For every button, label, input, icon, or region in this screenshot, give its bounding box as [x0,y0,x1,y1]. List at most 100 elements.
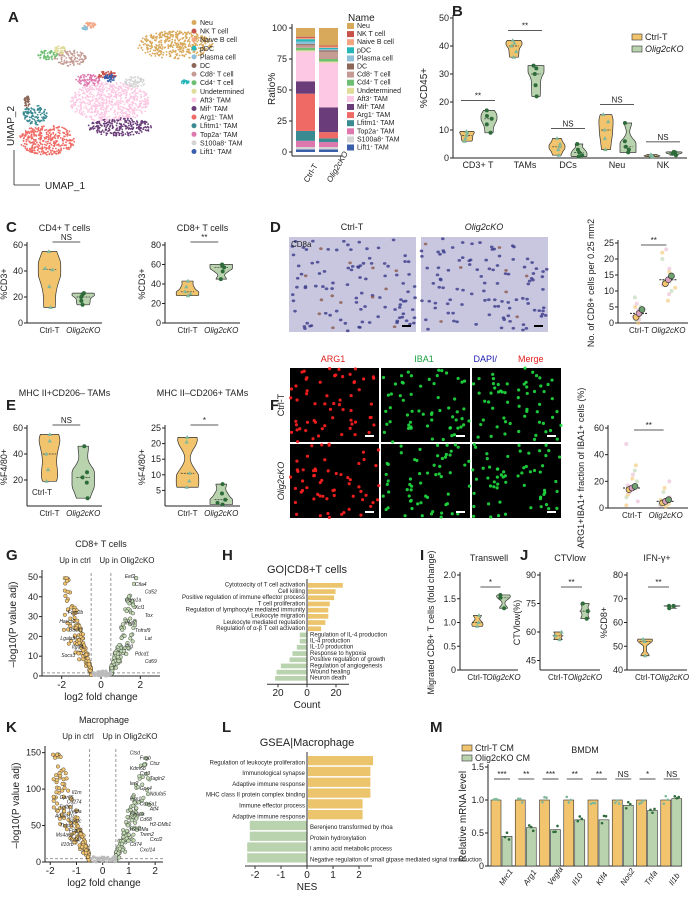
umap-point [128,93,131,96]
cell [485,452,489,456]
cell [452,433,457,437]
gene-point [119,841,124,846]
cell [317,272,322,275]
umap-point [204,42,207,45]
umap-point [127,128,130,130]
if-image [290,368,379,442]
umap-point [111,126,114,129]
cell [407,272,411,276]
umap-point [86,98,89,101]
umap-point [75,60,77,63]
cell [369,261,374,265]
y-tick-label: 15 [604,270,614,280]
umap-point [27,99,30,102]
data-point [188,291,193,296]
legend-rest: TAM [226,140,242,147]
umap-point [112,91,115,94]
umap-point [29,150,32,153]
legend-label: Ctrl-T CM [475,743,514,753]
significance-label: ** [522,21,528,30]
umap-point [178,45,181,48]
nonsig-point [92,860,96,864]
legend-label: Cd4+ T cell [200,79,234,88]
data-point [653,807,656,811]
cell [541,287,545,291]
umap-point [45,153,48,156]
umap-point [132,115,135,118]
umap-point [57,135,60,138]
cell [448,471,452,475]
umap-point [60,57,63,60]
x-tick-label: TAMs [514,160,537,170]
umap-point [24,110,27,113]
umap-point [124,86,127,89]
umap-point [90,115,93,117]
umap-point [110,77,113,80]
cell [478,241,482,244]
umap-point [43,119,45,122]
umap-point [172,44,175,46]
cell [492,480,496,484]
data-point [219,491,224,496]
umap-point [48,147,50,150]
data-point [187,470,192,475]
gene-label: Cd52 [145,590,157,596]
umap-point [106,121,109,124]
umap-point [22,113,25,116]
cell [537,309,542,313]
gene-label: Ier2 [130,781,139,787]
umap-point [136,87,139,89]
cell [353,367,357,371]
umap-point [47,58,50,61]
umap-point [21,134,24,137]
stain-label: CD8a [291,240,312,249]
chart-title: GSEA|Macrophage [260,737,355,749]
bar-segment [319,51,338,59]
umap-point [111,100,114,103]
umap-point [102,70,105,73]
gene-label: Tnfrsf9 [135,628,151,634]
umap-point [134,106,136,109]
umap-point [129,85,132,87]
umap-point [34,116,37,119]
umap-point [51,149,54,152]
umap-point [177,48,180,51]
umap-point [57,126,60,129]
umap-point [116,122,118,125]
legend-label: Mif+ TAM [200,105,228,114]
umap-point [50,133,53,135]
cell [463,463,467,467]
umap-point [24,100,27,102]
umap-point [39,106,42,109]
gene-label: Havcr2 [59,619,75,625]
cell [346,243,350,247]
cell [508,319,512,323]
y-tick-label: 20 [28,631,38,641]
umap-point [129,123,132,126]
data-point [667,479,672,484]
y-tick-label: 5 [609,302,614,312]
umap-point [125,94,128,96]
cell [441,286,445,290]
umap-point [152,49,155,52]
x-tick-label: -1 [72,866,81,877]
cell [558,455,562,459]
cell [483,399,487,403]
legend-rest: T cell [215,80,234,87]
cell [339,472,343,477]
umap-point [43,125,45,128]
cell [458,266,463,269]
x-tick-label: 1 [330,870,336,881]
umap-xlabel: UMAP_1 [45,181,85,192]
umap-point [115,100,118,103]
umap-point [98,73,101,76]
cell [555,489,559,494]
cell [409,426,413,430]
umap-point [142,43,145,46]
umap-point [86,108,89,111]
umap-point [203,39,206,42]
umap-point [39,120,41,123]
umap-point [112,131,115,134]
umap-point [57,148,60,151]
